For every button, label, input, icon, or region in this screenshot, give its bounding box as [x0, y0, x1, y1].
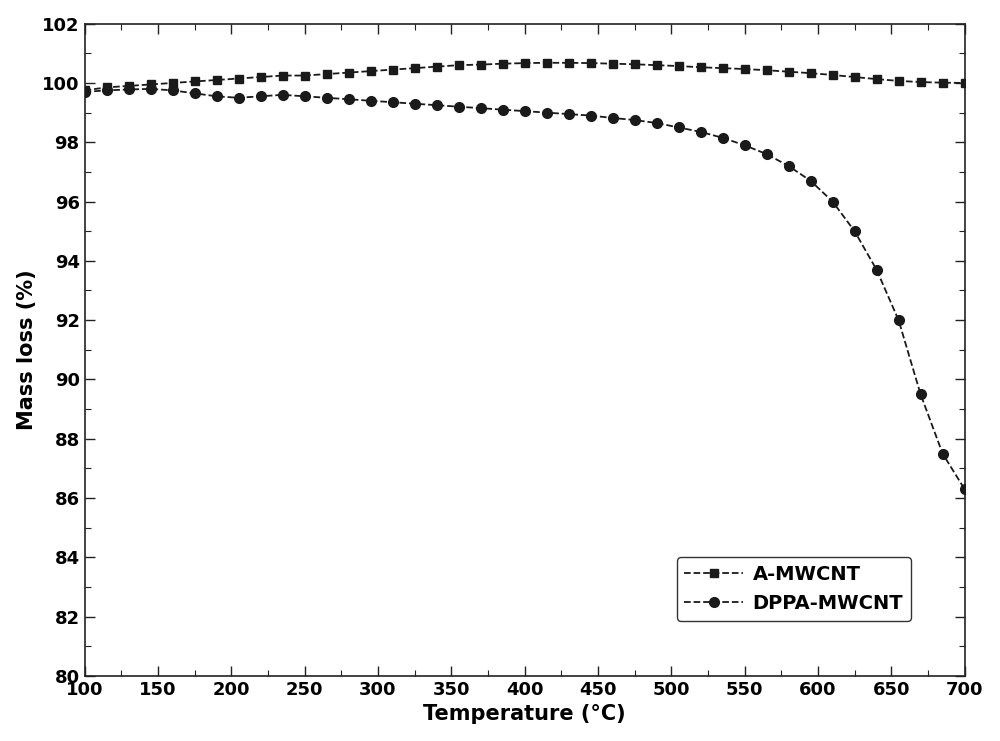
A-MWCNT [475, 60, 487, 69]
DPPA-MWCNT [541, 108, 553, 117]
DPPA-MWCNT [365, 96, 377, 105]
DPPA-MWCNT [101, 86, 113, 95]
A-MWCNT [409, 64, 421, 73]
A-MWCNT [189, 77, 201, 86]
DPPA-MWCNT [409, 99, 421, 108]
DPPA-MWCNT [277, 90, 289, 99]
DPPA-MWCNT [805, 176, 817, 185]
DPPA-MWCNT [607, 113, 619, 122]
A-MWCNT [167, 79, 179, 87]
DPPA-MWCNT [761, 150, 773, 159]
A-MWCNT [211, 76, 223, 84]
DPPA-MWCNT [959, 485, 971, 494]
DPPA-MWCNT [475, 104, 487, 113]
DPPA-MWCNT [673, 123, 685, 132]
Line: A-MWCNT: A-MWCNT [80, 59, 969, 95]
DPPA-MWCNT [211, 92, 223, 101]
A-MWCNT [431, 62, 443, 71]
A-MWCNT [365, 67, 377, 76]
DPPA-MWCNT [783, 162, 795, 170]
DPPA-MWCNT [695, 127, 707, 136]
DPPA-MWCNT [255, 92, 267, 101]
DPPA-MWCNT [123, 85, 135, 94]
A-MWCNT [255, 73, 267, 82]
A-MWCNT [123, 82, 135, 90]
A-MWCNT [959, 79, 971, 87]
A-MWCNT [783, 67, 795, 76]
A-MWCNT [629, 60, 641, 69]
DPPA-MWCNT [453, 102, 465, 111]
A-MWCNT [519, 59, 531, 67]
A-MWCNT [871, 75, 883, 84]
DPPA-MWCNT [167, 86, 179, 95]
A-MWCNT [695, 63, 707, 72]
A-MWCNT [145, 80, 157, 89]
DPPA-MWCNT [519, 107, 531, 116]
A-MWCNT [563, 59, 575, 67]
DPPA-MWCNT [431, 101, 443, 110]
A-MWCNT [761, 66, 773, 75]
A-MWCNT [849, 73, 861, 82]
A-MWCNT [717, 64, 729, 73]
DPPA-MWCNT [739, 141, 751, 150]
A-MWCNT [673, 62, 685, 70]
DPPA-MWCNT [585, 111, 597, 120]
A-MWCNT [827, 70, 839, 79]
A-MWCNT [739, 64, 751, 73]
A-MWCNT [101, 83, 113, 92]
X-axis label: Temperature (°C): Temperature (°C) [423, 705, 626, 725]
A-MWCNT [343, 68, 355, 77]
DPPA-MWCNT [79, 87, 91, 96]
DPPA-MWCNT [321, 93, 333, 102]
Y-axis label: Mass loss (%): Mass loss (%) [17, 270, 37, 430]
Line: DPPA-MWCNT: DPPA-MWCNT [80, 84, 969, 494]
DPPA-MWCNT [145, 84, 157, 93]
DPPA-MWCNT [299, 92, 311, 101]
DPPA-MWCNT [629, 116, 641, 124]
DPPA-MWCNT [387, 98, 399, 107]
DPPA-MWCNT [849, 227, 861, 236]
DPPA-MWCNT [871, 265, 883, 274]
DPPA-MWCNT [189, 89, 201, 98]
A-MWCNT [541, 59, 553, 67]
A-MWCNT [321, 70, 333, 79]
A-MWCNT [233, 74, 245, 83]
DPPA-MWCNT [233, 93, 245, 102]
DPPA-MWCNT [497, 105, 509, 114]
DPPA-MWCNT [893, 316, 905, 325]
A-MWCNT [915, 78, 927, 87]
DPPA-MWCNT [827, 197, 839, 206]
A-MWCNT [607, 59, 619, 68]
DPPA-MWCNT [651, 119, 663, 127]
DPPA-MWCNT [563, 110, 575, 119]
A-MWCNT [299, 71, 311, 80]
A-MWCNT [497, 59, 509, 68]
A-MWCNT [453, 61, 465, 70]
DPPA-MWCNT [717, 133, 729, 142]
A-MWCNT [79, 86, 91, 95]
DPPA-MWCNT [937, 449, 949, 458]
DPPA-MWCNT [915, 390, 927, 399]
A-MWCNT [893, 76, 905, 85]
A-MWCNT [387, 65, 399, 74]
A-MWCNT [585, 59, 597, 67]
A-MWCNT [805, 69, 817, 78]
Legend: A-MWCNT, DPPA-MWCNT: A-MWCNT, DPPA-MWCNT [677, 557, 911, 620]
A-MWCNT [277, 71, 289, 80]
A-MWCNT [937, 79, 949, 87]
DPPA-MWCNT [343, 95, 355, 104]
A-MWCNT [651, 61, 663, 70]
